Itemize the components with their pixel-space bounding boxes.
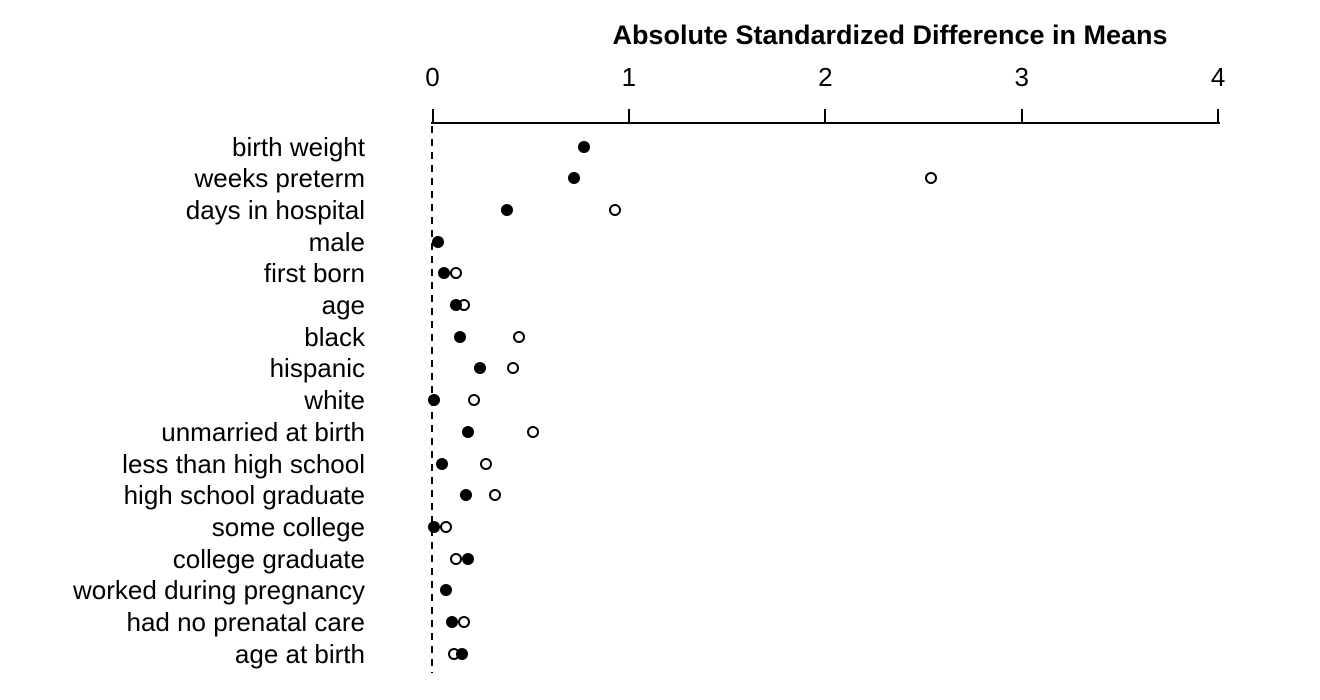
filled-circle-marker <box>450 299 463 311</box>
category-label: worked during pregnancy <box>73 575 365 606</box>
x-tick-label: 0 <box>425 62 440 92</box>
x-tick-mark <box>1020 109 1023 123</box>
x-tick-mark <box>431 109 434 123</box>
filled-circle-marker <box>438 267 451 280</box>
category-label: black <box>304 321 365 352</box>
chart-title: Absolute Standardized Difference in Mean… <box>612 20 1168 50</box>
filled-circle-marker <box>501 203 514 216</box>
category-label: hispanic <box>269 353 365 384</box>
filled-circle-marker <box>440 584 453 597</box>
open-circle-marker <box>489 489 502 502</box>
category-label: birth weight <box>232 131 365 162</box>
category-label: weeks preterm <box>194 163 366 194</box>
category-label: had no prenatal care <box>126 607 365 637</box>
open-circle-marker <box>450 552 463 565</box>
open-circle-marker <box>925 172 938 185</box>
open-circle-marker <box>457 616 470 628</box>
filled-circle-marker <box>453 330 466 343</box>
filled-circle-marker <box>459 489 472 502</box>
filled-circle-marker <box>446 616 459 628</box>
filled-circle-marker <box>428 520 441 533</box>
filled-circle-marker <box>455 647 468 660</box>
filled-circle-marker <box>432 235 445 248</box>
x-tick-mark <box>824 109 827 123</box>
category-label: some college <box>211 511 365 542</box>
open-circle-marker <box>512 330 525 343</box>
open-circle-marker <box>507 362 520 375</box>
category-label: age <box>321 290 365 320</box>
category-label: unmarried at birth <box>161 416 365 447</box>
open-circle-marker <box>526 425 539 438</box>
filled-circle-marker <box>567 172 580 185</box>
filled-circle-marker <box>436 457 449 470</box>
open-circle-marker <box>467 394 480 407</box>
category-label: male <box>308 226 365 257</box>
filled-circle-marker <box>473 362 486 375</box>
x-tick-label: 4 <box>1210 62 1226 92</box>
open-circle-marker <box>450 267 463 280</box>
x-tick-label: 1 <box>621 62 637 92</box>
filled-circle-marker <box>428 394 441 407</box>
x-tick-label: 2 <box>818 62 833 92</box>
open-circle-marker <box>609 203 622 216</box>
filled-circle-marker <box>461 552 474 565</box>
x-axis-line <box>431 122 1220 124</box>
open-circle-marker <box>440 520 453 533</box>
x-tick-label: 3 <box>1014 62 1029 92</box>
category-label: less than high school <box>122 448 365 479</box>
category-label: white <box>304 385 365 416</box>
category-label: age at birth <box>234 638 365 669</box>
category-label: college graduate <box>172 543 365 574</box>
category-label: days in hospital <box>185 194 365 225</box>
filled-circle-marker <box>577 140 590 153</box>
open-circle-marker <box>479 457 492 470</box>
category-label: first born <box>263 258 365 289</box>
filled-circle-marker <box>461 425 474 438</box>
x-tick-mark <box>1217 109 1220 123</box>
category-label: high school graduate <box>123 480 365 511</box>
x-tick-mark <box>627 109 630 123</box>
